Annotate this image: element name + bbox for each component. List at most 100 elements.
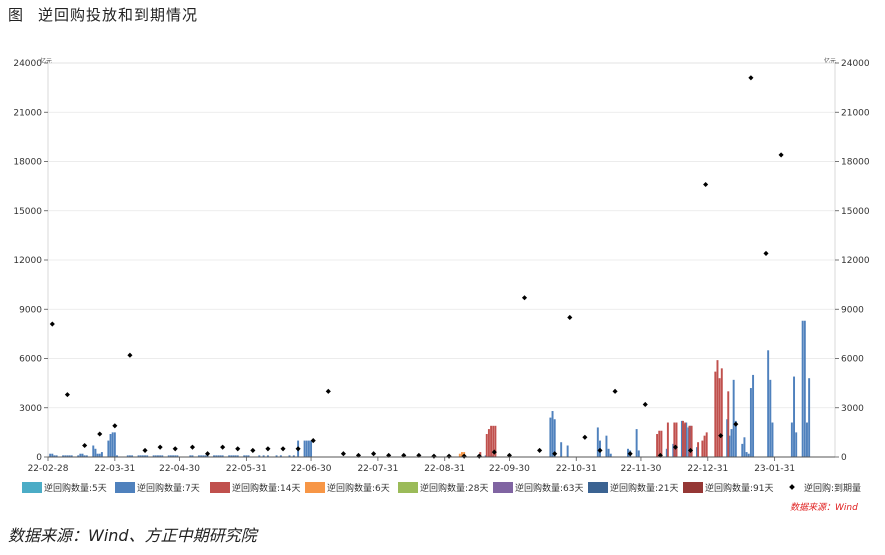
chart-inner-source: 数据来源：Wind <box>790 503 858 513</box>
y-tick-label-right: 12000 <box>841 256 870 266</box>
bar-14d <box>487 429 490 457</box>
x-tick-label: 22-12-31 <box>687 464 728 474</box>
x-tick-label: 22-09-30 <box>489 464 530 474</box>
bar-7d <box>116 455 118 457</box>
bar-7d <box>767 350 770 457</box>
bar-7d <box>635 429 638 457</box>
y-tick-label-right: 6000 <box>841 355 864 365</box>
bar-7d <box>156 455 159 457</box>
y-tick-label-right: 15000 <box>841 207 870 217</box>
bar-7d <box>161 455 164 457</box>
bar-7d <box>215 455 218 457</box>
y-tick-label-right: 9000 <box>841 305 864 315</box>
bar-7d <box>672 443 675 457</box>
legend-label: 逆回购数量:7天 <box>137 484 200 494</box>
y-tick-label-right: 18000 <box>841 158 870 168</box>
maturity-point <box>172 446 178 452</box>
maturity-point <box>642 401 648 408</box>
bar-7d <box>113 432 116 457</box>
chart-bars <box>49 320 811 458</box>
legend-label: 逆回购数量:5天 <box>44 484 107 494</box>
x-tick-label: 22-08-31 <box>424 464 465 474</box>
bar-14d <box>701 440 704 457</box>
bar-7d <box>771 422 774 457</box>
bar-7d <box>484 455 487 457</box>
bar-7d <box>795 432 798 457</box>
legend-swatch <box>683 482 703 493</box>
bar-7d <box>258 455 261 457</box>
legend-swatch <box>210 482 230 493</box>
bar-7d <box>111 432 114 457</box>
legend-swatch <box>305 482 325 493</box>
bar-7d <box>131 455 134 457</box>
bar-7d <box>303 440 306 457</box>
bar-7d <box>68 455 71 457</box>
bar-7d <box>51 453 54 457</box>
bar-7d <box>228 455 231 457</box>
bar-14d <box>485 434 488 457</box>
legend-swatch <box>588 482 608 493</box>
bar-7d <box>169 455 172 457</box>
bar-7d <box>793 376 796 457</box>
bar-14d <box>727 391 730 457</box>
y-tick-label-left: 0 <box>36 453 42 463</box>
bar-14d <box>688 425 691 457</box>
bar-7d <box>305 440 308 457</box>
bar-7d <box>53 455 56 457</box>
bar-7d <box>100 452 103 457</box>
bar-14d <box>714 371 717 457</box>
bar-7d <box>553 419 556 457</box>
bar-7d <box>734 420 737 457</box>
y-tick-label-left: 12000 <box>13 256 42 266</box>
y-tick-label-left: 15000 <box>13 207 42 217</box>
y-tick-label-left: 18000 <box>13 158 42 168</box>
y-tick-label-left: 6000 <box>19 355 42 365</box>
bar-7d <box>197 455 200 457</box>
y-tick-label-left: 21000 <box>13 108 42 118</box>
maturity-point <box>340 451 346 457</box>
bar-7d <box>566 445 569 457</box>
legend-label: 逆回购数量:6天 <box>327 484 390 494</box>
maturity-point <box>64 392 70 398</box>
bar-7d <box>596 427 599 457</box>
chart-legend: 逆回购数量:5天 逆回购数量:7天 逆回购数量:14天 逆回购数量:6天 逆回购数量:2… <box>22 481 872 495</box>
bar-7d <box>152 455 155 457</box>
bar-7d <box>560 442 563 457</box>
legend-label: 逆回购:到期量 <box>804 484 862 494</box>
maturity-point <box>49 321 55 327</box>
bar-7d <box>489 455 491 457</box>
bar-7d <box>803 320 806 457</box>
bar-14d <box>660 430 663 457</box>
maturity-point <box>371 451 377 457</box>
x-tick-label: 22-04-30 <box>159 464 200 474</box>
bar-14d <box>494 425 497 457</box>
y-tick-label-left: 3000 <box>19 404 42 414</box>
x-tick-label: 22-10-31 <box>556 464 597 474</box>
bar-7d <box>752 374 755 457</box>
bar-7d <box>144 455 146 457</box>
y-tick-label-right: 24000 <box>841 59 870 69</box>
maturity-point <box>250 447 256 453</box>
bar-7d <box>279 455 282 457</box>
maturity-point <box>189 444 196 450</box>
x-tick-label: 22-06-30 <box>291 464 332 474</box>
maturity-point <box>310 438 316 444</box>
bar-7d <box>49 453 52 457</box>
bar-7d <box>66 455 69 457</box>
bar-14d <box>684 422 687 457</box>
bar-7d <box>689 425 692 457</box>
bar-7d <box>245 455 248 457</box>
bar-7d <box>696 447 698 457</box>
bar-7d <box>790 422 793 457</box>
x-tick-label: 22-11-30 <box>621 464 662 474</box>
bar-7d <box>107 440 110 457</box>
y-tick-label-left: 9000 <box>19 305 42 315</box>
bar-7d <box>749 388 752 457</box>
bar-7d <box>83 455 86 457</box>
maturity-point <box>205 451 211 457</box>
bar-7d <box>674 447 677 457</box>
bar-7d <box>200 455 203 457</box>
bar-7d <box>79 453 82 457</box>
maturity-point <box>687 447 694 453</box>
bar-7d <box>805 422 808 457</box>
